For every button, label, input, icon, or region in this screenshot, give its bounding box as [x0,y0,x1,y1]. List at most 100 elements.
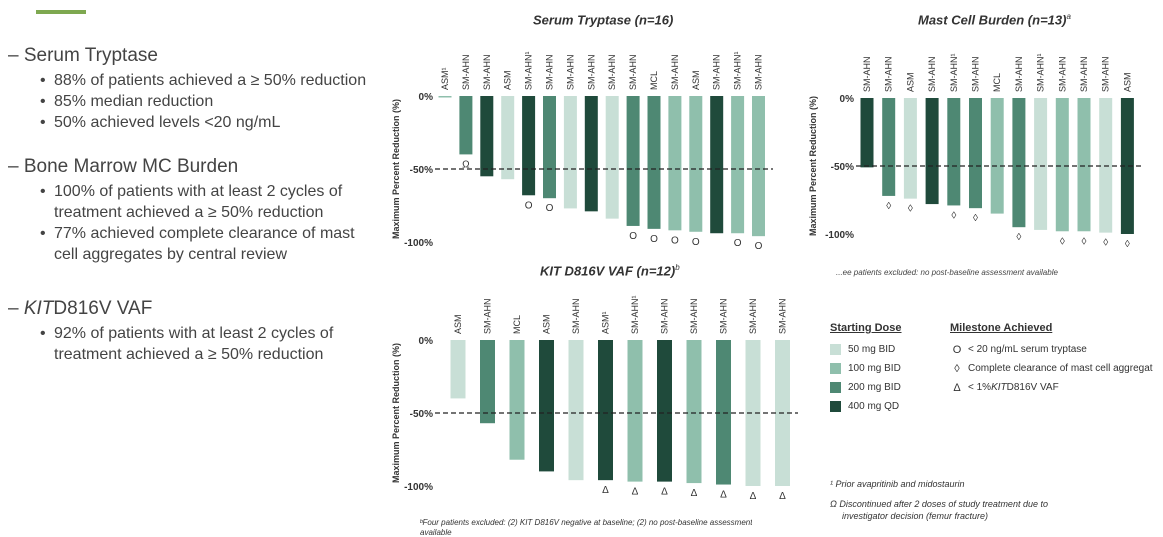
bar [1099,98,1113,233]
category-label: SM-AHN¹ [630,296,640,335]
category-label: SM-AHN [670,55,680,91]
bar [480,96,494,177]
accent-bar [36,10,86,14]
category-label: SM-AHN [571,299,581,335]
circle-icon: O [952,343,962,356]
bar [450,340,466,399]
milestone-marker: Δ [661,487,668,498]
bar [745,340,761,486]
bar [1077,98,1091,232]
bullet-item: 88% of patients achieved a ≥ 50% reducti… [40,70,378,91]
bar [626,96,640,226]
bar [568,340,584,481]
category-label: SM-AHN [482,55,492,91]
milestone-marker: ◊ [1016,232,1021,243]
bar [1012,98,1026,228]
bar [990,98,1004,214]
y-axis-label: Maximum Percent Reduction (%) [391,343,401,483]
milestone-marker: O [755,241,763,252]
legend-item-100mg: 100 mg BID [830,359,902,378]
milestone-marker: O [734,238,742,249]
bar [710,96,724,234]
category-label: SM-AHN [483,299,493,335]
legend-item-400mg: 400 mg QD [830,397,902,416]
category-label: SM-AHN [607,55,617,91]
milestone-marker: Δ [632,487,639,498]
category-label: SM-AHN¹ [949,54,959,93]
bar [480,340,495,424]
category-label: SM-AHN [862,57,872,93]
section-heading: – KITD816V VAF [8,298,153,319]
bar [543,96,556,199]
category-label: ASM [905,72,915,92]
milestone-legend: Milestone Achieved O < 20 ng/mL serum try… [950,322,1160,397]
bar [605,96,619,219]
bar [647,96,661,229]
category-label: MCL [512,315,522,334]
category-label: ASM¹ [601,311,611,334]
bar [969,98,982,209]
milestone-marker: Δ [750,491,757,502]
category-label: SM-AHN [778,299,788,335]
bar [716,340,731,485]
category-label: SM-AHN [754,55,764,91]
bullet-item: 77% achieved complete clearance of mast … [40,223,378,265]
chart-tryptase: Maximum Percent Reduction (%) 0% -50% -100%… [391,52,773,252]
milestone-marker: O [671,235,679,246]
legend-item-200mg: 200 mg BID [830,378,902,397]
tick-label: 0% [419,92,434,103]
chart-title-tryptase: Serum Tryptase (n=16) [533,12,674,28]
chart-title-mc-burden: Mast Cell Burden (n=13)a [918,12,1071,28]
bar [882,98,896,196]
category-label: SM-AHN [1079,57,1089,93]
mc-burden-note: ...ee patients excluded: no post-baselin… [836,268,1058,277]
tick-label: -100% [825,230,854,241]
dose-legend: Starting Dose 50 mg BID 100 mg BID 200 m… [830,322,902,416]
milestone-marker: Δ [691,488,698,499]
diamond-icon: ◊ [954,362,960,375]
milestone-marker: Δ [602,485,609,496]
category-label: SM-AHN¹ [524,52,534,91]
milestone-marker: Δ [779,491,786,502]
bar [539,340,554,472]
bar [522,96,536,196]
milestone-marker: ◊ [1060,236,1065,247]
bar [731,96,745,234]
category-label: ASM [542,314,552,334]
milestone-marker: ◊ [1082,236,1087,247]
category-label: SM-AHN [586,55,596,91]
tick-label: -100% [404,238,433,249]
category-label: ASM¹ [440,67,450,90]
bar [668,96,682,231]
section-serum-tryptase: – Serum Tryptase 88% of patients achieve… [8,44,378,133]
footnote-prior: ¹ Prior avapritinib and midostaurin [830,479,965,489]
category-label: SM-AHN [1057,57,1067,93]
bar [947,98,961,206]
category-label: SM-AHN [884,57,894,93]
chart-kit-vaf: Maximum Percent Reduction (%) 0% -50% -100%… [391,296,798,502]
category-label: ASM [1122,72,1132,92]
category-label: SM-AHN [927,57,937,93]
bar [1055,98,1069,232]
tick-label: 0% [419,336,434,347]
category-label: SM-AHN [1014,57,1024,93]
legend-item-tryptase: O < 20 ng/mL serum tryptase [950,340,1160,359]
category-label: MCL [992,73,1002,92]
category-label: SM-AHN [719,299,729,335]
legend-swatch [830,401,841,412]
milestone-marker: ◊ [951,210,956,221]
tick-label: -50% [410,165,433,176]
milestone-legend-title: Milestone Achieved [950,322,1053,334]
section-heading: – Bone Marrow MC Burden [8,156,239,177]
milestone-marker: O [629,231,637,242]
bar [501,96,515,180]
category-label: SM-AHN¹ [733,52,743,91]
category-label: ASM [453,314,463,334]
category-label: SM-AHN [712,55,722,91]
bar [925,98,939,205]
category-label: SM-AHN [461,55,471,91]
bar [584,96,598,212]
chart-mc-burden: Maximum Percent Reduction (%) 0% -50% -100%… [808,54,1142,250]
bullet-item: 92% of patients with at least 2 cycles o… [40,323,378,365]
milestone-marker: O [650,234,658,245]
